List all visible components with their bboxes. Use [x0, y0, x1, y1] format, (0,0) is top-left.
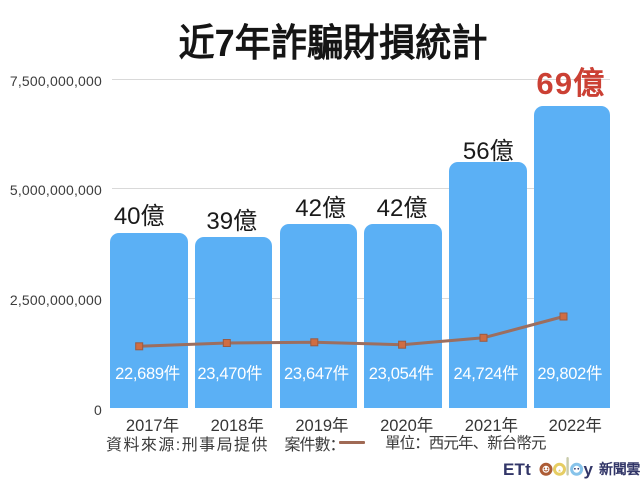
case-count-label: 23,054件: [368, 364, 434, 383]
source-note: 資料來源:刑事局提供: [106, 436, 269, 454]
case-count-label: 29,802件: [537, 364, 603, 383]
bar-value-label: 39億: [206, 207, 258, 235]
gridline: [112, 78, 610, 80]
case-count-label: 23,647件: [284, 364, 349, 383]
bar-value-label: 40億: [113, 203, 165, 231]
gridline: [112, 297, 610, 299]
logo-y-text: y: [584, 460, 594, 479]
logo-d-mouth: [558, 469, 561, 472]
logo-a-eye-left: [574, 467, 576, 470]
x-axis-tick-label: 2022年: [548, 416, 602, 435]
ettoday-logo: ETt y 新聞雲: [503, 457, 640, 479]
legend-label: 案件數：: [284, 436, 346, 454]
logo-cjk-text: 新聞雲: [599, 461, 640, 477]
logo-a-ring: [570, 462, 584, 476]
logo-o-eye-left: [543, 467, 546, 470]
case-count-label: 23,470件: [197, 364, 263, 383]
case-count-label: 24,724件: [453, 364, 519, 383]
logo-d-ring: [553, 462, 566, 476]
case-count-label: 22,689件: [115, 364, 180, 383]
ettoday-logo-latin: ETt y: [503, 457, 594, 479]
bar-2022年: [533, 105, 610, 408]
bar-value-label: 42億: [295, 195, 347, 223]
logo-o-ring: [539, 462, 553, 476]
legend-line-sample: [339, 440, 365, 444]
x-axis-tick-label: 2019年: [295, 416, 349, 435]
y-axis-tick-label: 2,500,000,000: [9, 291, 102, 308]
logo-ET-text: ETt: [503, 460, 531, 479]
y-axis-tick-label: 5,000,000,000: [9, 182, 102, 199]
x-axis-tick-label: 2020年: [380, 416, 434, 435]
bar-value-label: 69億: [536, 65, 606, 101]
logo-o-eye-right: [546, 467, 549, 470]
y-axis-tick-label: 7,500,000,000: [9, 72, 102, 89]
gridline: [112, 188, 610, 190]
logo-o-smile: [543, 469, 549, 472]
logo-d-stem: [566, 457, 569, 476]
x-axis-tick-label: 2018年: [210, 416, 264, 435]
bar-2021年: [449, 162, 527, 408]
unit-note: 單位：西元年、新台幣元: [385, 434, 547, 452]
bar-value-label: 56億: [462, 138, 514, 166]
logo-a-eye-right: [577, 467, 580, 470]
y-axis-tick-label: 0: [94, 401, 102, 418]
x-axis-tick-label: 2021年: [464, 416, 519, 435]
chart-title: 近7年詐騙財損統計: [178, 23, 488, 65]
bar-value-label: 42億: [376, 195, 428, 223]
x-axis-tick-label: 2017年: [125, 416, 180, 435]
